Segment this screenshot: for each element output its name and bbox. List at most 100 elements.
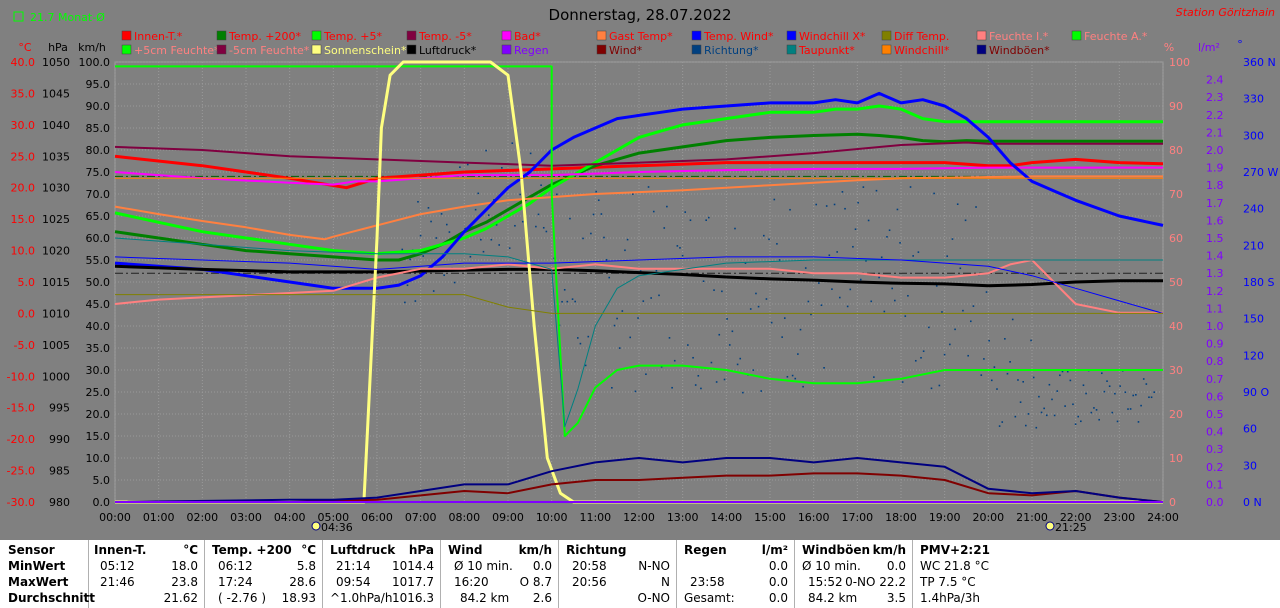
stats-wind: Wind km/h Ø 10 min. 0.0 16:20 O 8.7 84.2 km… bbox=[440, 540, 559, 608]
regen-max-value: 0.0 bbox=[768, 575, 788, 589]
legend-label: Gast Temp* bbox=[609, 30, 673, 43]
series-lines bbox=[114, 60, 1164, 504]
direction-point bbox=[587, 335, 590, 338]
time-tick-label: 12:00 bbox=[623, 511, 655, 524]
direction-point bbox=[854, 228, 857, 231]
direction-point bbox=[485, 149, 487, 152]
direction-point bbox=[618, 347, 621, 349]
legend-label: Richtung* bbox=[704, 44, 759, 57]
direction-point bbox=[519, 193, 521, 196]
direction-point bbox=[1011, 318, 1014, 321]
direction-point bbox=[865, 260, 867, 262]
direction-point bbox=[679, 247, 681, 249]
direction-point bbox=[933, 192, 935, 195]
direction-point bbox=[742, 391, 744, 394]
rain-tick-label: 2.4 bbox=[1206, 74, 1224, 87]
wind-unit: km/h bbox=[518, 543, 552, 557]
legend-label: Feuchte A.* bbox=[1084, 30, 1148, 43]
legend-swatch bbox=[691, 30, 702, 41]
direction-point bbox=[632, 193, 634, 195]
direction-point bbox=[1082, 384, 1085, 387]
direction-point bbox=[951, 238, 954, 240]
pmv-windchill: WC 21.8 °C bbox=[920, 559, 989, 573]
direction-point bbox=[466, 163, 469, 166]
direction-point bbox=[713, 289, 715, 291]
time-tick-label: 18:00 bbox=[885, 511, 917, 524]
direction-point bbox=[909, 186, 912, 188]
direction-point bbox=[1150, 396, 1153, 399]
direction-point bbox=[757, 305, 760, 308]
direction-scatter bbox=[398, 142, 1155, 429]
humidity-tick-label: 30 bbox=[1169, 364, 1183, 377]
direction-axis-unit: ° bbox=[1237, 38, 1243, 51]
wind-tick-label: 30.0 bbox=[86, 364, 111, 377]
direction-point bbox=[1140, 404, 1142, 407]
direction-point bbox=[611, 386, 613, 389]
direction-point bbox=[1111, 411, 1114, 414]
pressure-axis-unit: hPa bbox=[48, 41, 68, 54]
legend-label: Temp. +200* bbox=[228, 30, 302, 43]
direction-point bbox=[907, 294, 909, 297]
sunset-time: 21:25 bbox=[1055, 521, 1087, 534]
direction-point bbox=[571, 298, 574, 300]
direction-point bbox=[873, 376, 875, 378]
direction-point bbox=[1019, 401, 1022, 403]
time-tick-label: 21:00 bbox=[1016, 511, 1048, 524]
direction-point bbox=[1059, 374, 1061, 377]
stats-regen: Regen l/m² 0.0 23:58 0.0 Gesamt: 0.0 bbox=[676, 540, 795, 608]
direction-point bbox=[566, 300, 569, 303]
legend-label: +5cm Feuchte* bbox=[134, 44, 220, 57]
direction-point bbox=[770, 321, 773, 324]
direction-point bbox=[453, 281, 456, 284]
direction-point bbox=[815, 203, 818, 206]
direction-point bbox=[736, 363, 739, 366]
direction-point bbox=[794, 377, 797, 380]
direction-point bbox=[776, 243, 778, 245]
direction-point bbox=[647, 186, 650, 188]
direction-tick-label: 0 N bbox=[1243, 496, 1262, 509]
direction-point bbox=[972, 305, 975, 307]
legend-swatch bbox=[406, 30, 417, 41]
direction-point bbox=[535, 225, 537, 228]
regen-total-value: 0.0 bbox=[768, 591, 788, 605]
wind-tick-label: 20.0 bbox=[86, 408, 111, 421]
wind-tick-label: 0.0 bbox=[93, 496, 111, 509]
series-sonnenschein bbox=[115, 60, 1163, 504]
humidity-tick-label: 20 bbox=[1169, 408, 1183, 421]
direction-point bbox=[818, 282, 820, 284]
direction-point bbox=[920, 356, 922, 359]
weather-chart: Donnerstag, 28.07.2022 Station Göritzhai… bbox=[6, 6, 1279, 534]
legend-swatch bbox=[311, 44, 322, 55]
direction-point bbox=[1153, 391, 1155, 393]
pressure-tick-label: 990 bbox=[49, 433, 70, 446]
pmv-dewpoint: TP 7.5 °C bbox=[920, 575, 976, 589]
chart-title: Donnerstag, 28.07.2022 bbox=[549, 6, 732, 24]
direction-point bbox=[723, 378, 726, 381]
direction-point bbox=[715, 381, 718, 383]
temp-tick-label: -20.0 bbox=[7, 433, 35, 446]
series-feuchte-a bbox=[115, 65, 1163, 437]
sunset-marker: 21:25 bbox=[1045, 521, 1087, 534]
time-tick-label: 15:00 bbox=[754, 511, 786, 524]
direction-point bbox=[825, 205, 828, 207]
direction-point bbox=[477, 192, 480, 195]
wind-tick-label: 50.0 bbox=[86, 276, 111, 289]
windboeen-max-time: 15:52 bbox=[808, 575, 843, 589]
legend-swatch bbox=[786, 30, 797, 41]
month-avg: 21.7 Monat-Ø bbox=[30, 11, 105, 24]
wind-header: Wind bbox=[448, 543, 483, 557]
direction-point bbox=[1108, 385, 1111, 388]
direction-point bbox=[880, 256, 883, 259]
direction-point bbox=[718, 333, 721, 336]
temp-tick-label: 40.0 bbox=[11, 56, 36, 69]
legend-swatch bbox=[881, 30, 892, 41]
wind-tick-label: 45.0 bbox=[86, 298, 111, 311]
direction-point bbox=[849, 288, 852, 291]
direction-point bbox=[721, 290, 723, 293]
direction-point bbox=[820, 304, 823, 307]
stats-sensor: Sensor MinWert MaxWert Durchschnitt bbox=[0, 540, 95, 608]
richtung-min-time: 20:58 bbox=[572, 559, 607, 573]
direction-point bbox=[1035, 426, 1038, 429]
legend-swatch bbox=[216, 44, 227, 55]
